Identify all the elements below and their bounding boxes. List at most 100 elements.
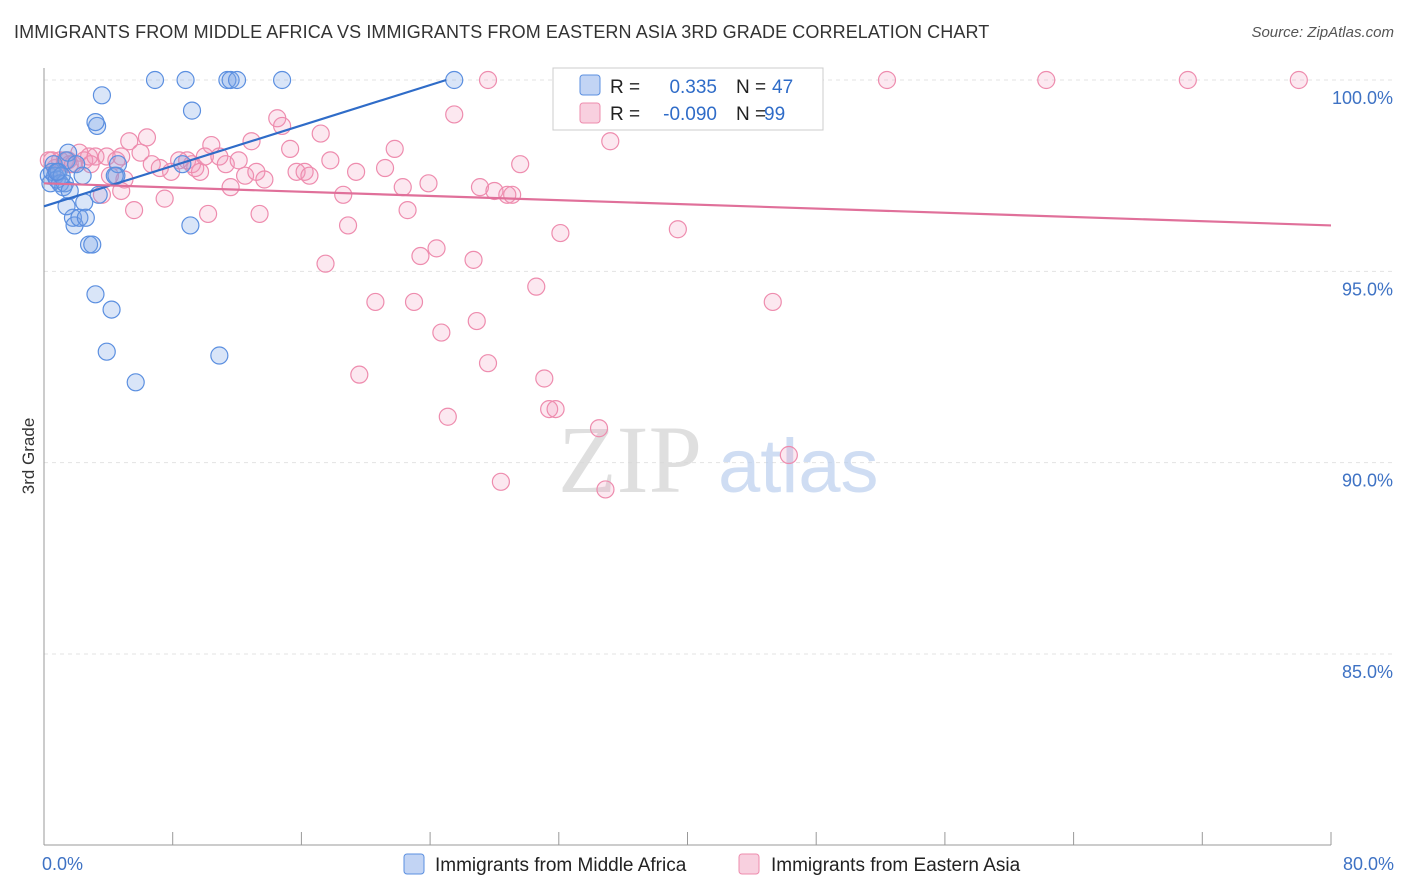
point-middle-africa-36 xyxy=(181,216,200,235)
point-middle-africa-25 xyxy=(86,112,105,132)
point-middle-africa-43 xyxy=(445,70,464,90)
bottom-legend-label-pink: Immigrants from Eastern Asia xyxy=(771,855,1021,876)
point-eastern-asia-68 xyxy=(470,178,490,197)
point-middle-africa-23 xyxy=(57,197,76,216)
point-eastern-asia-58 xyxy=(398,201,417,220)
correlation-legend: R = 0.335 N = 47 R = -0.090 N = 99 xyxy=(552,67,824,131)
point-middle-africa-33 xyxy=(145,70,165,90)
y-tick-labels: 100.0% 95.0% 90.0% 85.0% xyxy=(1332,88,1393,682)
watermark-zip: ZIP xyxy=(558,406,702,513)
point-eastern-asia-77 xyxy=(540,399,559,419)
point-eastern-asia-89 xyxy=(877,70,897,90)
point-eastern-asia-75 xyxy=(527,277,546,296)
y-axis-label: 3rd Grade xyxy=(19,418,38,495)
point-eastern-asia-66 xyxy=(464,250,483,269)
point-eastern-asia-81 xyxy=(589,419,609,438)
point-eastern-asia-59 xyxy=(404,292,424,312)
point-eastern-asia-67 xyxy=(467,311,486,331)
point-middle-africa-12 xyxy=(60,181,79,201)
point-eastern-asia-51 xyxy=(338,216,358,235)
point-eastern-asia-28 xyxy=(190,162,210,181)
point-eastern-asia-46 xyxy=(300,166,319,185)
point-eastern-asia-65 xyxy=(445,105,464,124)
chart-source: Source: ZipAtlas.com xyxy=(1251,24,1394,41)
point-eastern-asia-50 xyxy=(334,185,353,204)
legend-box xyxy=(552,67,824,131)
point-middle-africa-35 xyxy=(176,70,195,90)
point-eastern-asia-62 xyxy=(427,239,446,258)
point-eastern-asia-73 xyxy=(503,185,522,204)
point-eastern-asia-49 xyxy=(321,151,340,170)
point-eastern-asia-64 xyxy=(438,407,457,426)
trend-line-eastern-asia xyxy=(43,182,1332,227)
point-eastern-asia-43 xyxy=(281,139,300,158)
point-eastern-asia-82 xyxy=(596,480,615,499)
point-eastern-asia-54 xyxy=(366,292,385,312)
point-middle-africa-27 xyxy=(92,86,112,105)
point-middle-africa-37 xyxy=(182,101,202,120)
point-eastern-asia-90 xyxy=(1037,70,1056,90)
point-eastern-asia-53 xyxy=(350,365,369,384)
point-middle-africa-21 xyxy=(83,235,102,254)
legend-swatch-blue xyxy=(579,74,601,96)
point-middle-africa-42 xyxy=(272,70,292,90)
point-eastern-asia-61 xyxy=(419,174,438,193)
point-eastern-asia-83 xyxy=(601,132,620,151)
point-eastern-asia-78 xyxy=(546,399,565,419)
point-middle-africa-17 xyxy=(73,166,92,185)
point-middle-africa-34 xyxy=(173,155,192,174)
point-eastern-asia-48 xyxy=(316,254,335,273)
y-tick-label-2: 90.0% xyxy=(1342,471,1393,491)
point-eastern-asia-76 xyxy=(535,369,554,388)
chart-title: IMMIGRANTS FROM MIDDLE AFRICA VS IMMIGRA… xyxy=(14,22,990,42)
trend-lines xyxy=(43,78,1332,227)
point-middle-africa-29 xyxy=(102,300,121,319)
point-eastern-asia-22 xyxy=(155,189,174,208)
point-eastern-asia-47 xyxy=(311,124,330,143)
x-tick-label-max: 80.0% xyxy=(1343,854,1394,874)
point-eastern-asia-60 xyxy=(411,246,430,266)
point-eastern-asia-30 xyxy=(198,204,218,224)
point-eastern-asia-57 xyxy=(393,178,412,197)
y-tick-label-0: 100.0% xyxy=(1332,88,1393,108)
point-eastern-asia-79 xyxy=(551,223,570,243)
point-middle-africa-40 xyxy=(221,70,240,90)
point-middle-africa-38 xyxy=(210,346,229,365)
point-middle-africa-19 xyxy=(76,208,95,227)
point-middle-africa-32 xyxy=(126,373,145,392)
legend-r-label-1: R = xyxy=(610,77,640,98)
point-eastern-asia-71 xyxy=(491,472,510,491)
legend-r-value-1: 0.335 xyxy=(669,77,717,98)
point-eastern-asia-19 xyxy=(137,128,157,147)
bottom-legend-label-blue: Immigrants from Middle Africa xyxy=(435,855,687,876)
bottom-legend-swatch-blue xyxy=(403,853,425,875)
point-eastern-asia-18 xyxy=(131,143,150,162)
point-middle-africa-31 xyxy=(108,155,128,174)
gridlines xyxy=(44,79,1394,655)
point-eastern-asia-74 xyxy=(511,155,530,174)
series-middle-africa-points xyxy=(39,70,464,392)
point-eastern-asia-85 xyxy=(668,220,687,239)
point-middle-africa-13 xyxy=(63,208,83,227)
bottom-legend: Immigrants from Middle Africa Immigrants… xyxy=(403,853,1021,876)
point-eastern-asia-56 xyxy=(385,139,404,158)
point-eastern-asia-52 xyxy=(346,162,366,181)
legend-r-value-2: -0.090 xyxy=(663,104,717,125)
point-middle-africa-22 xyxy=(86,285,105,304)
point-eastern-asia-87 xyxy=(763,292,782,312)
bottom-legend-swatch-pink xyxy=(738,853,760,875)
point-eastern-asia-92 xyxy=(1289,70,1308,90)
legend-n-value-2: 99 xyxy=(764,104,785,125)
legend-r-label-2: R = xyxy=(610,104,640,125)
x-tick-label-min: 0.0% xyxy=(42,854,83,874)
point-eastern-asia-17 xyxy=(124,201,144,220)
legend-swatch-pink xyxy=(579,102,601,124)
point-eastern-asia-69 xyxy=(478,354,498,373)
legend-n-label-1: N = xyxy=(736,77,766,98)
point-eastern-asia-39 xyxy=(250,204,269,224)
x-ticks xyxy=(43,832,1332,845)
point-eastern-asia-36 xyxy=(235,166,255,185)
point-eastern-asia-93 xyxy=(478,70,498,90)
legend-n-label-2: N = xyxy=(736,104,766,125)
